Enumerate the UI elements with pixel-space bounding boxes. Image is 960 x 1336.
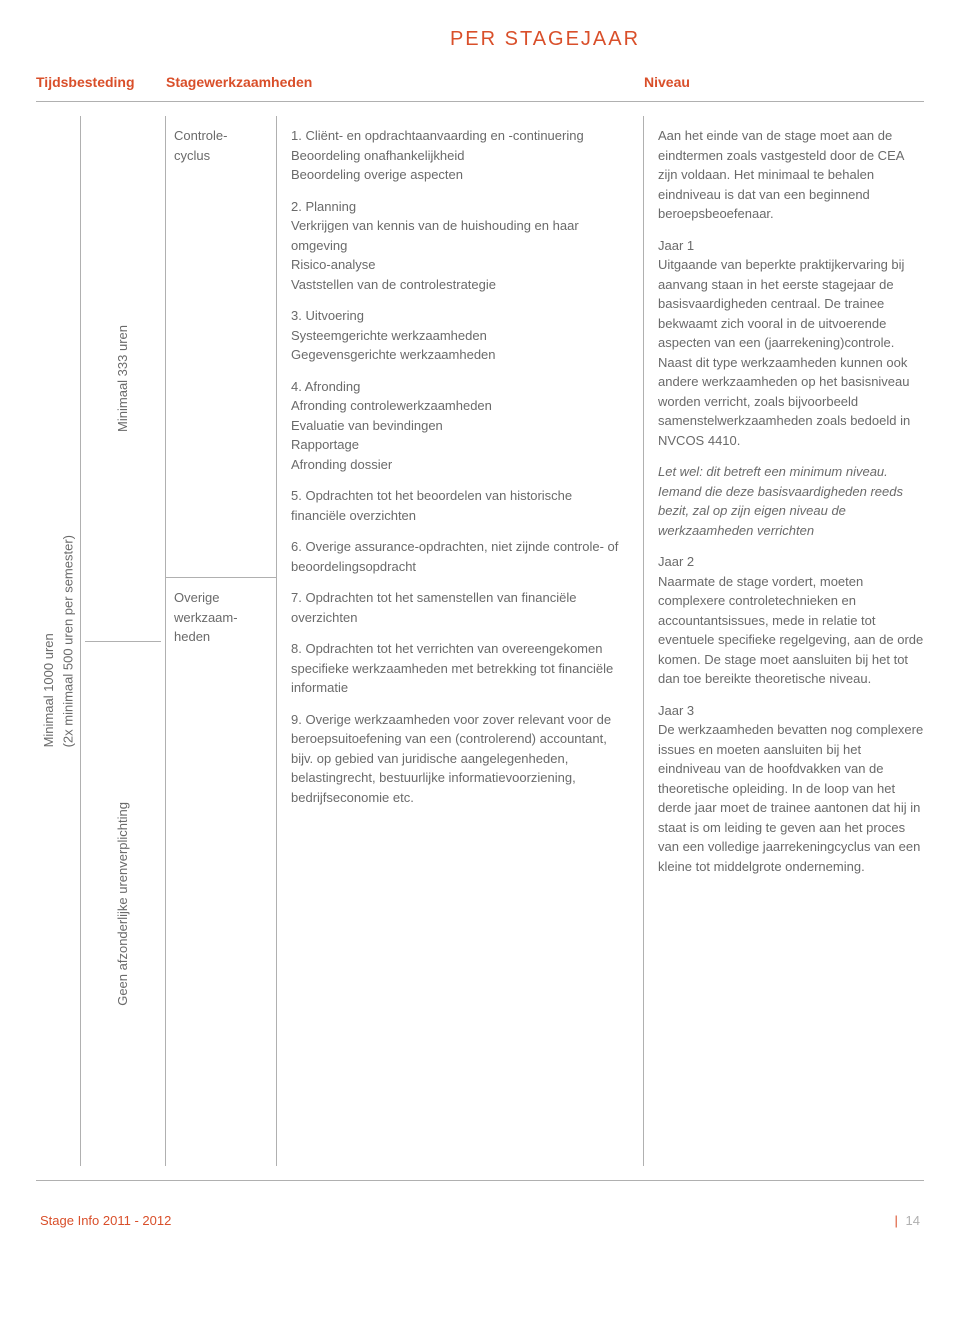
table-body-row: Minimaal 1000 uren (2x minimaal 500 uren…	[36, 116, 924, 1166]
stage-category-column: Controle-cyclus Overigewerkzaam-heden	[166, 116, 276, 1166]
footer-left: Stage Info 2011 - 2012	[40, 1211, 171, 1231]
niveau-jaar3-body: De werkzaamheden bevatten nog complexere…	[658, 722, 923, 874]
tijd-col2-bot: Geen afzonderlijke urenverplichting	[85, 642, 161, 1167]
header-stagewerkzaamheden: Stagewerkzaamheden	[166, 72, 644, 93]
stage-item-7: 7. Opdrachten tot het samenstellen van f…	[291, 588, 629, 627]
niveau-jaar2: Jaar 2 Naarmate de stage vordert, moeten…	[658, 552, 924, 689]
footer-right: | 14	[895, 1211, 920, 1231]
stage-item-3: 3. UitvoeringSysteemgerichte werkzaamhed…	[291, 306, 629, 365]
page: PER STAGEJAAR Tijdsbesteding Stagewerkza…	[0, 0, 960, 1255]
tijd-col2-top-text: Minimaal 333 uren	[113, 319, 133, 438]
stage-item-9: 9. Overige werkzaamheden voor zover rele…	[291, 710, 629, 808]
niveau-jaar3-title: Jaar 3	[658, 703, 694, 718]
bottom-rule	[36, 1180, 924, 1181]
super-title: PER STAGEJAAR	[166, 24, 924, 54]
niveau-jaar1-note: Let wel: dit betreft een minimum niveau.…	[658, 462, 924, 540]
stage-item-5: 5. Opdrachten tot het beoordelen van his…	[291, 486, 629, 525]
stage-items-column: 1. Cliënt- en opdrachtaanvaarding en -co…	[276, 116, 643, 1166]
tijd-col1-line2: (2x minimaal 500 uren per semester)	[60, 535, 75, 747]
stage-item-6: 6. Overige assurance-opdrachten, niet zi…	[291, 537, 629, 576]
page-footer: Stage Info 2011 - 2012 | 14	[36, 1211, 924, 1231]
tijd-col2-top: Minimaal 333 uren	[85, 116, 161, 642]
tijd-col1-text: Minimaal 1000 uren (2x minimaal 500 uren…	[39, 529, 78, 753]
table-header-row: Tijdsbesteding Stagewerkzaamheden Niveau	[36, 72, 924, 102]
niveau-jaar1: Jaar 1 Uitgaande van beperkte praktijker…	[658, 236, 924, 451]
stage-item-8: 8. Opdrachten tot het verrichten van ove…	[291, 639, 629, 698]
stagewerk-column: Controle-cyclus Overigewerkzaam-heden 1.…	[166, 116, 644, 1166]
tijd-col1: Minimaal 1000 uren (2x minimaal 500 uren…	[36, 116, 80, 1166]
stage-item-1: 1. Cliënt- en opdrachtaanvaarding en -co…	[291, 126, 629, 185]
niveau-jaar2-title: Jaar 2	[658, 554, 694, 569]
tijd-col2-bot-text: Geen afzonderlijke urenverplichting	[113, 796, 133, 1012]
footer-page-number: 14	[906, 1213, 920, 1228]
stage-item-4: 4. AfrondingAfronding controlewerkzaamhe…	[291, 377, 629, 475]
niveau-jaar1-body: Uitgaande van beperkte praktijkervaring …	[658, 257, 910, 448]
niveau-column: Aan het einde van de stage moet aan de e…	[644, 116, 924, 1166]
category-overige: Overigewerkzaam-heden	[166, 578, 276, 1166]
header-tijdsbesteding: Tijdsbesteding	[36, 72, 166, 93]
footer-bar-icon: |	[895, 1213, 898, 1228]
niveau-jaar3: Jaar 3 De werkzaamheden bevatten nog com…	[658, 701, 924, 877]
header-niveau: Niveau	[644, 72, 924, 93]
niveau-jaar1-title: Jaar 1	[658, 238, 694, 253]
category-controlecyclus: Controle-cyclus	[166, 116, 276, 578]
niveau-jaar2-body: Naarmate de stage vordert, moeten comple…	[658, 574, 923, 687]
tijd-col2: Minimaal 333 uren Geen afzonderlijke ure…	[80, 116, 165, 1166]
stage-item-2: 2. PlanningVerkrijgen van kennis van de …	[291, 197, 629, 295]
niveau-intro: Aan het einde van de stage moet aan de e…	[658, 126, 924, 224]
tijd-col1-line1: Minimaal 1000 uren	[41, 633, 56, 747]
tijdsbesteding-column: Minimaal 1000 uren (2x minimaal 500 uren…	[36, 116, 166, 1166]
